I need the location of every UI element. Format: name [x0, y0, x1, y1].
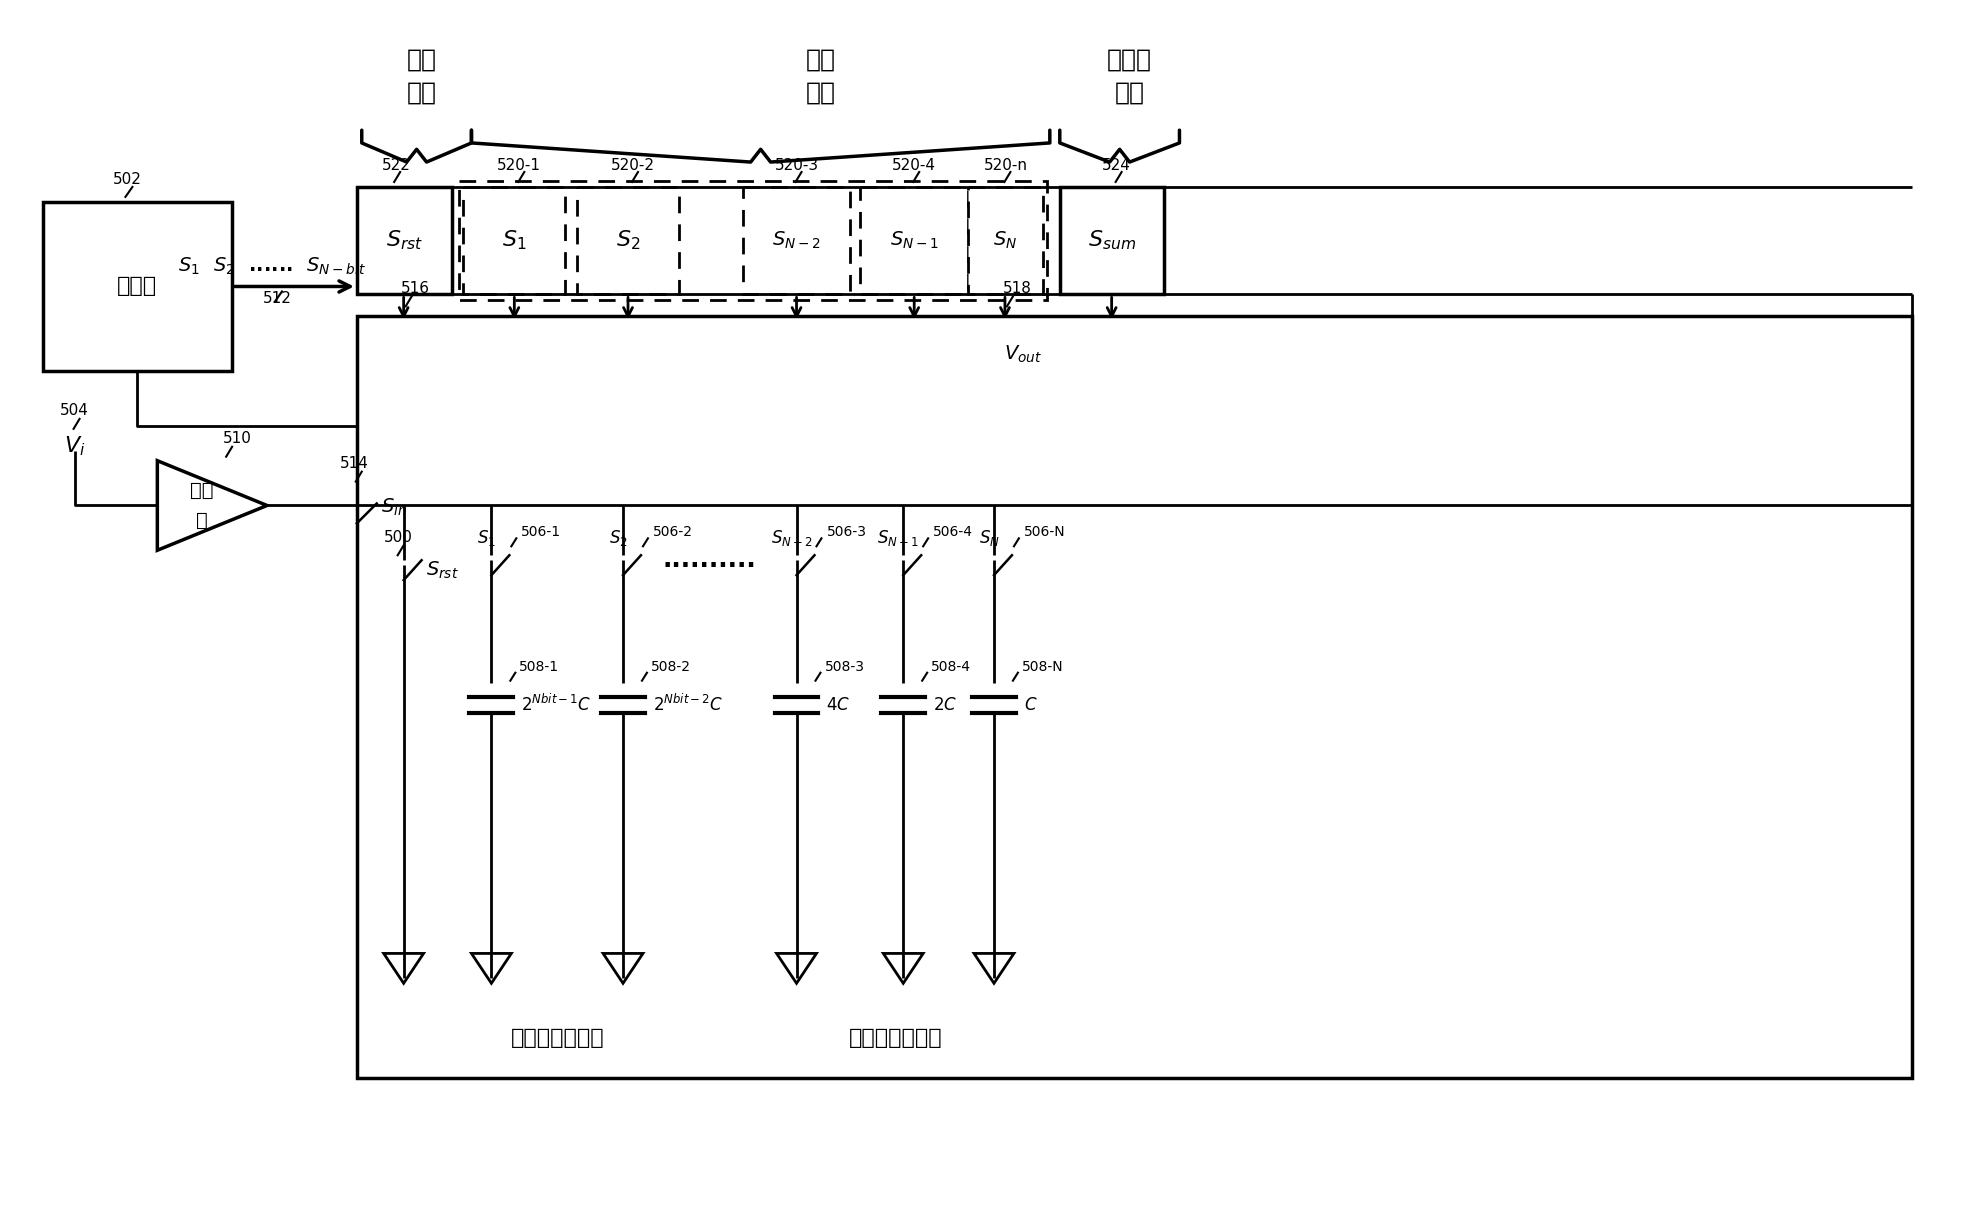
Bar — [43, 201, 233, 371]
Text: 506-4: 506-4 — [933, 526, 973, 539]
Text: 506-3: 506-3 — [827, 526, 866, 539]
Text: 508-2: 508-2 — [651, 660, 691, 673]
Text: $S_{N-2}$: $S_{N-2}$ — [771, 231, 821, 251]
Text: 阶段: 阶段 — [406, 81, 436, 105]
Text: 506-2: 506-2 — [653, 526, 693, 539]
Text: $S_{N-2}$: $S_{N-2}$ — [769, 528, 813, 548]
Text: $S_{N-1}$: $S_{N-1}$ — [876, 528, 919, 548]
Text: 阶段: 阶段 — [805, 81, 835, 105]
Text: 520-2: 520-2 — [612, 157, 655, 172]
Polygon shape — [604, 953, 643, 983]
Text: 514: 514 — [339, 456, 369, 471]
Text: 开关电容器阵列: 开关电容器阵列 — [511, 1028, 604, 1048]
Text: $S_{in}$: $S_{in}$ — [381, 497, 406, 518]
Bar — [357, 187, 452, 294]
Text: $S_{rst}$: $S_{rst}$ — [426, 560, 458, 581]
Text: 516: 516 — [401, 281, 430, 296]
Bar — [464, 187, 564, 294]
Text: $4C$: $4C$ — [827, 695, 850, 714]
Bar — [742, 187, 850, 294]
Polygon shape — [158, 461, 266, 550]
Text: 器: 器 — [195, 511, 207, 529]
Text: 506-N: 506-N — [1024, 526, 1065, 539]
Polygon shape — [882, 953, 923, 983]
Text: ..........: .......... — [663, 548, 756, 572]
Polygon shape — [472, 953, 511, 983]
Text: 520-4: 520-4 — [892, 157, 935, 172]
Text: $S_N$: $S_N$ — [979, 528, 998, 548]
Bar — [860, 187, 967, 294]
Text: 阶段: 阶段 — [1115, 81, 1144, 105]
Text: 506-1: 506-1 — [521, 526, 560, 539]
Text: 再分配: 再分配 — [1107, 48, 1152, 72]
Text: $S_{sum}$: $S_{sum}$ — [1087, 229, 1134, 253]
Text: 控制器: 控制器 — [116, 277, 158, 296]
Text: $S_1$: $S_1$ — [477, 528, 495, 548]
Text: 508-1: 508-1 — [519, 660, 558, 673]
Polygon shape — [973, 953, 1014, 983]
Text: $S_N$: $S_N$ — [992, 231, 1016, 251]
Text: $C$: $C$ — [1024, 695, 1038, 714]
Text: 504: 504 — [59, 404, 89, 418]
Text: 512: 512 — [262, 290, 292, 306]
Text: 520-n: 520-n — [983, 157, 1026, 172]
Polygon shape — [775, 953, 817, 983]
Text: 508-4: 508-4 — [931, 660, 971, 673]
Text: $2^{Nbit-1}C$: $2^{Nbit-1}C$ — [521, 694, 592, 715]
Text: 502: 502 — [112, 172, 142, 188]
Bar — [967, 187, 1042, 294]
Text: 500: 500 — [385, 529, 412, 545]
Text: 串行电荷再分配: 串行电荷再分配 — [848, 1028, 941, 1048]
Bar — [357, 316, 1912, 1077]
Bar — [1060, 187, 1162, 294]
Text: 518: 518 — [1002, 281, 1030, 296]
Text: $S_2$: $S_2$ — [608, 528, 627, 548]
Text: 驱动: 驱动 — [189, 481, 213, 500]
Text: 520-1: 520-1 — [497, 157, 541, 172]
Text: $2^{Nbit-2}C$: $2^{Nbit-2}C$ — [653, 694, 722, 715]
Text: 508-3: 508-3 — [825, 660, 864, 673]
Text: $S_{N-1}$: $S_{N-1}$ — [890, 231, 937, 251]
Text: 522: 522 — [381, 157, 410, 172]
Text: 510: 510 — [223, 432, 251, 447]
Text: $S_1$: $S_1$ — [501, 229, 527, 253]
Polygon shape — [383, 953, 424, 983]
Text: 520-3: 520-3 — [773, 157, 819, 172]
Text: $V_i$: $V_i$ — [63, 434, 85, 458]
Bar — [460, 181, 1046, 300]
Text: 重置: 重置 — [406, 48, 436, 72]
Text: 508-N: 508-N — [1022, 660, 1063, 673]
Text: $2C$: $2C$ — [933, 695, 957, 714]
Text: 524: 524 — [1101, 157, 1131, 172]
Text: $S_1$  $S_2$  ......  $S_{N-bit}$: $S_1$ $S_2$ ...... $S_{N-bit}$ — [178, 256, 365, 277]
Text: $S_{rst}$: $S_{rst}$ — [385, 229, 422, 253]
Text: $V_{out}$: $V_{out}$ — [1004, 344, 1042, 365]
Bar — [576, 187, 679, 294]
Text: 累加: 累加 — [805, 48, 835, 72]
Text: $S_2$: $S_2$ — [616, 229, 639, 253]
